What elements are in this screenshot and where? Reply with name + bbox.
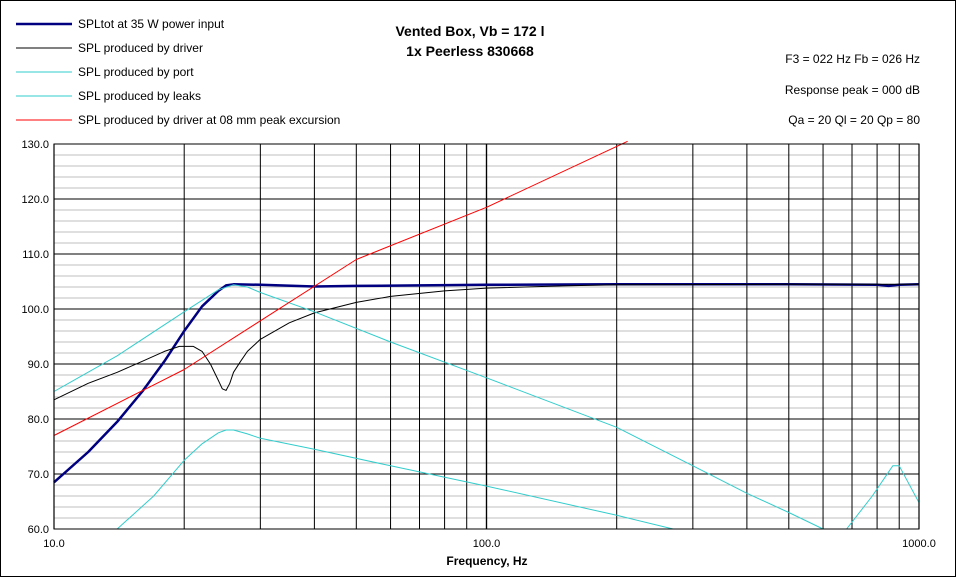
y-tick-label: 100.0 [21, 304, 49, 316]
y-tick-label: 70.0 [28, 469, 49, 481]
series-line-5 [846, 465, 920, 530]
series-line-4 [53, 140, 628, 436]
series-line-2 [53, 284, 824, 530]
tick-labels: 60.0 70.0 80.0 90.0 100.0 110.0 120.0 130.0 10.0… [21, 139, 935, 550]
y-tick-label: 60.0 [28, 524, 49, 536]
info-response-peak: Response peak = 000 dB [785, 83, 920, 97]
legend-label-0: SPLtot at 35 W power input [78, 17, 225, 31]
x-tick-label: 1000.0 [902, 538, 936, 550]
series-line-1 [53, 283, 919, 401]
y-tick-label: 110.0 [22, 249, 49, 261]
y-tick-label: 90.0 [28, 359, 49, 371]
y-tick-label: 120.0 [21, 194, 49, 206]
legend-label-1: SPL produced by driver [78, 41, 203, 55]
y-tick-label: 130.0 [21, 139, 49, 151]
info-f3-fb: F3 = 022 Hz Fb = 026 Hz [785, 52, 920, 66]
legend-label-4: SPL produced by driver at 08 mm peak exc… [78, 113, 340, 127]
info-q-values: Qa = 20 Ql = 20 Qp = 80 [788, 113, 920, 127]
grid [53, 143, 920, 530]
chart-subtitle: 1x Peerless 830668 [406, 43, 534, 59]
series-layer [53, 140, 920, 530]
plot-area-border [53, 143, 920, 530]
series-line-3 [116, 429, 674, 530]
chart-title: Vented Box, Vb = 172 l [395, 23, 544, 39]
y-tick-label: 80.0 [28, 414, 49, 426]
x-tick-label: 100.0 [473, 538, 501, 550]
legend-label-2: SPL produced by port [78, 65, 194, 79]
legend-label-3: SPL produced by leaks [78, 89, 201, 103]
x-tick-label: 10.0 [43, 538, 64, 550]
x-axis-title: Frequency, Hz [446, 554, 527, 568]
legend: SPLtot at 35 W power input SPL produced b… [16, 17, 340, 127]
